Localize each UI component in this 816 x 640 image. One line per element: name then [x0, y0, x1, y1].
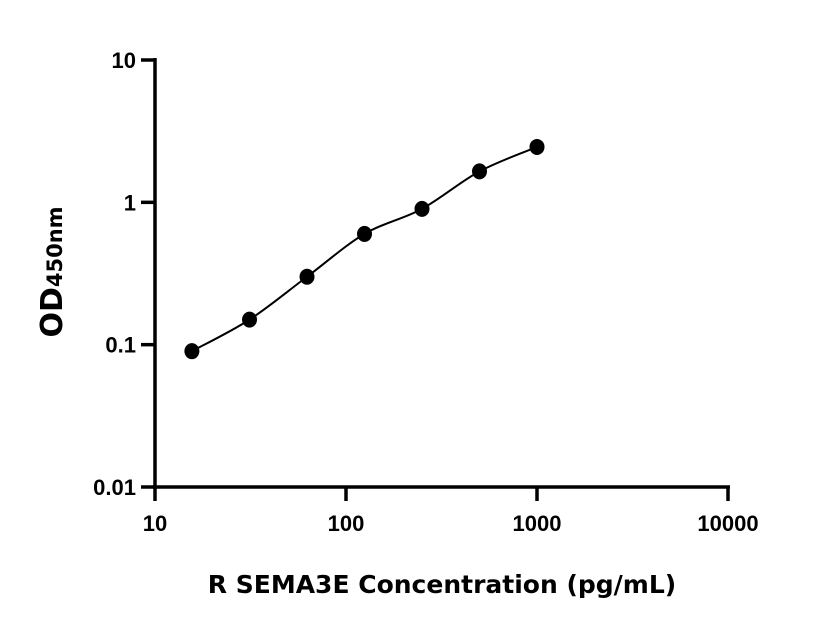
data-point: [414, 200, 430, 217]
x-tick-label: 10000: [697, 511, 758, 536]
data-point: [529, 138, 545, 155]
y-axis-label: OD450nm: [35, 206, 70, 337]
y-axis-label-main: OD: [35, 287, 70, 337]
y-tick-label: 0.01: [93, 475, 136, 500]
y-tick-label: 1: [124, 190, 136, 215]
data-point: [357, 225, 373, 242]
marks: [184, 138, 545, 360]
data-point: [299, 268, 315, 285]
data-point: [472, 163, 488, 180]
y-tick-label: 0.1: [105, 333, 136, 358]
x-tick-label: 10: [143, 511, 167, 536]
x-tick-label: 100: [328, 511, 365, 536]
data-point: [184, 343, 200, 360]
x-tick-label: 1000: [513, 511, 562, 536]
x-axis-label: R SEMA3E Concentration (pg/mL): [208, 570, 676, 599]
data-point: [242, 311, 258, 328]
y-axis-label-sub: 450nm: [43, 206, 67, 287]
axes: 0.01 0.1 1 10 10 100 1000 10000: [93, 48, 758, 536]
y-tick-label: 10: [112, 48, 136, 73]
